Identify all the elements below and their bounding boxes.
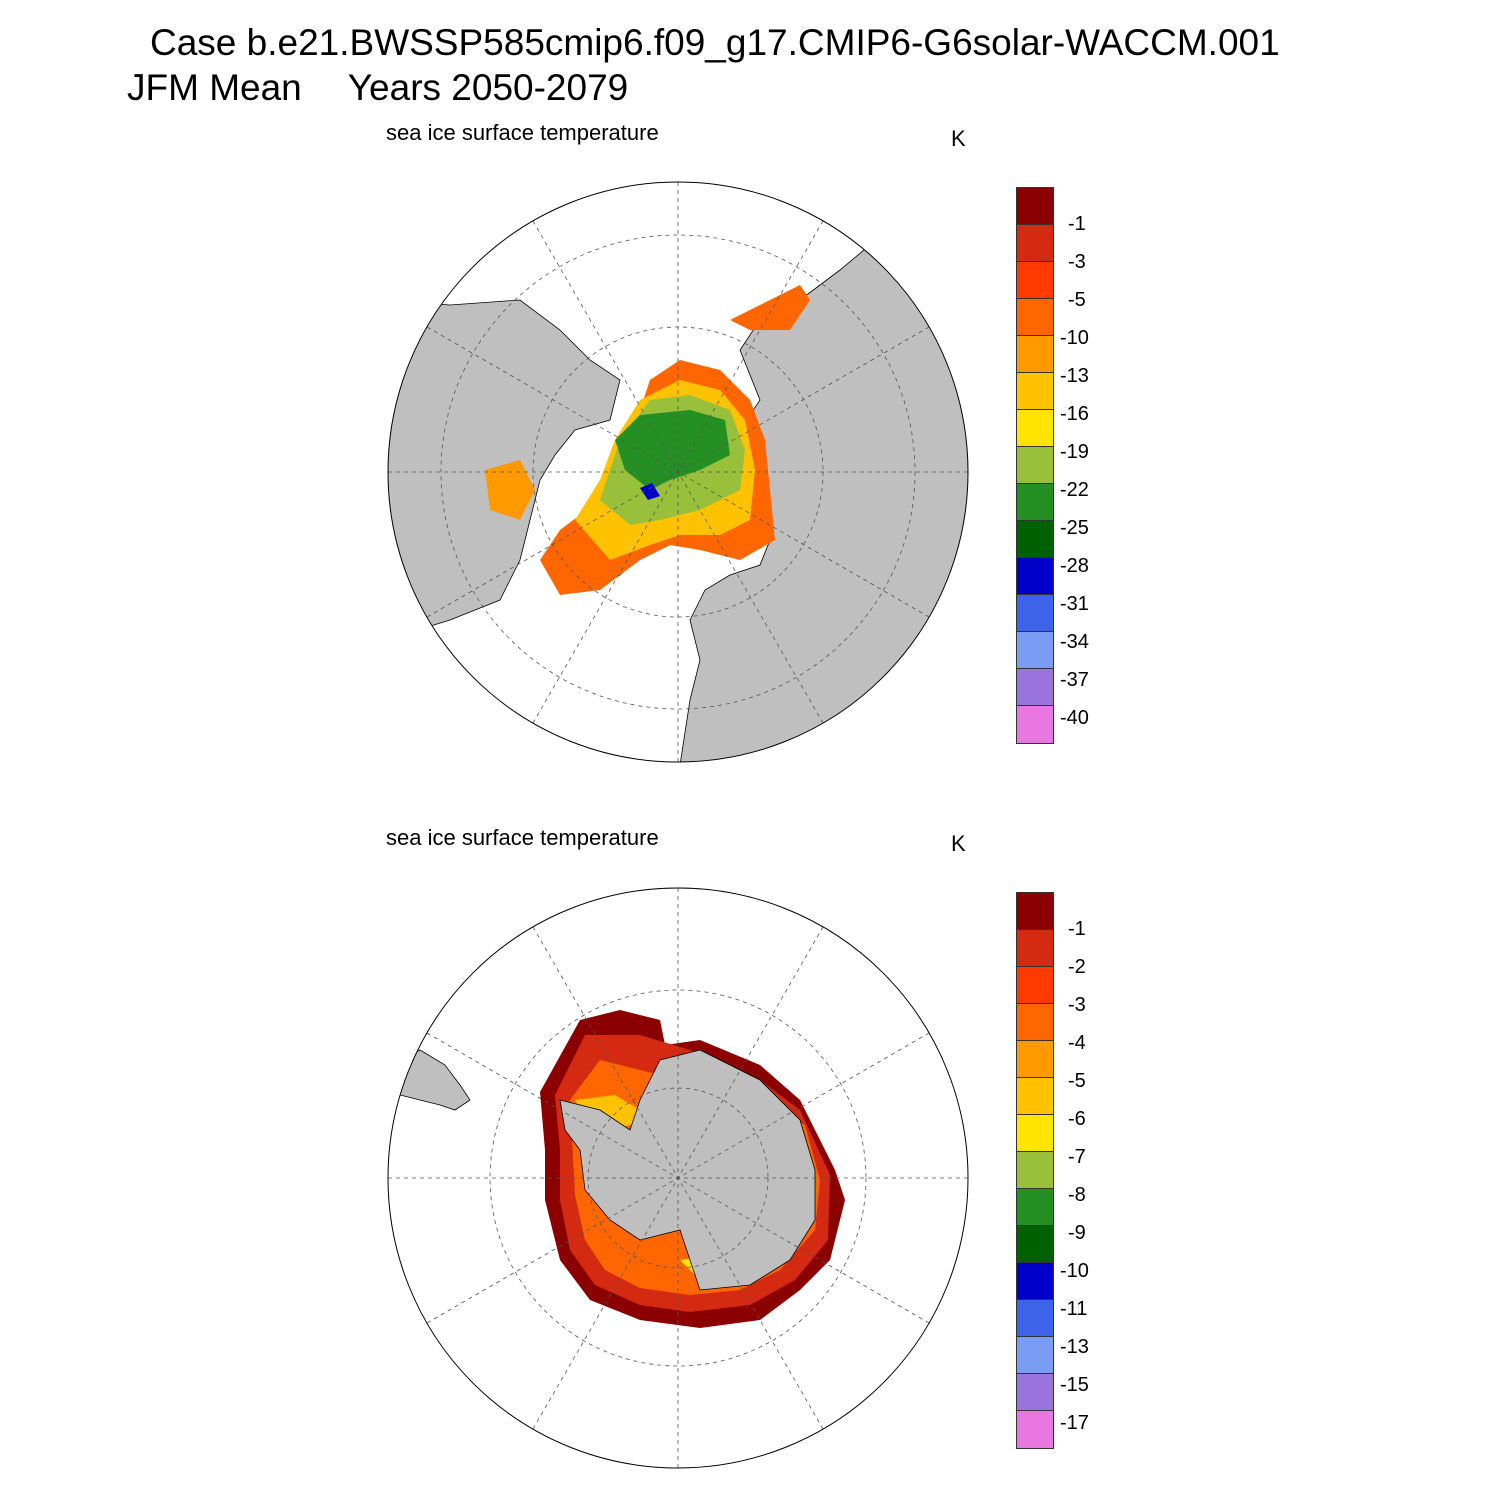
south-colorbar-swatch: [1017, 1041, 1053, 1078]
north-colorbar-swatch: [1017, 336, 1053, 373]
south-colorbar-swatch: [1017, 1189, 1053, 1226]
north-colorbar-swatch: [1017, 632, 1053, 669]
south-colorbar-swatch: [1017, 893, 1053, 930]
south-colorbar-label: -8: [1068, 1184, 1086, 1206]
south-colorbar: [1016, 892, 1054, 1449]
north-colorbar-swatch: [1017, 410, 1053, 447]
north-colorbar-swatch: [1017, 262, 1053, 299]
period-label: JFM Mean: [127, 67, 302, 108]
north-colorbar-swatch: [1017, 484, 1053, 521]
south-colorbar-swatch: [1017, 1152, 1053, 1189]
south-colorbar-swatch: [1017, 1300, 1053, 1337]
north-colorbar-label: -22: [1060, 479, 1089, 501]
case-title: Case b.e21.BWSSP585cmip6.f09_g17.CMIP6-G…: [150, 22, 1280, 63]
north-colorbar-label: -10: [1060, 327, 1089, 349]
south-colorbar-swatch: [1017, 1263, 1053, 1300]
south-panel-title: sea ice surface temperature: [386, 825, 659, 850]
south-colorbar-label: -6: [1068, 1108, 1086, 1130]
south-colorbar-label: -4: [1068, 1032, 1086, 1054]
north-colorbar-swatch: [1017, 558, 1053, 595]
south-colorbar-label: -7: [1068, 1146, 1086, 1168]
south-colorbar-swatch: [1017, 1078, 1053, 1115]
south-colorbar-swatch: [1017, 930, 1053, 967]
north-colorbar-swatch: [1017, 669, 1053, 706]
south-colorbar-swatch: [1017, 1411, 1053, 1448]
north-colorbar-label: -34: [1060, 631, 1089, 653]
north-panel-title: sea ice surface temperature: [386, 120, 659, 145]
south-colorbar-label: -11: [1060, 1298, 1088, 1320]
years-label: Years 2050-2079: [347, 67, 629, 108]
north-colorbar-label: -40: [1060, 707, 1089, 729]
north-colorbar-label: -3: [1068, 251, 1086, 273]
south-colorbar-label: -2: [1068, 956, 1086, 978]
south-land-antarctica: [559, 1049, 816, 1291]
south-colorbar-swatch: [1017, 1115, 1053, 1152]
south-colorbar-label: -1: [1068, 918, 1086, 940]
north-colorbar: [1016, 187, 1054, 744]
south-colorbar-label: -15: [1060, 1374, 1089, 1396]
north-colorbar-label: -37: [1060, 669, 1089, 691]
north-units-label: K: [951, 126, 966, 151]
north-colorbar-label: -25: [1060, 517, 1089, 539]
north-colorbar-swatch: [1017, 188, 1053, 225]
north-colorbar-label: -13: [1060, 365, 1089, 387]
north-colorbar-swatch: [1017, 595, 1053, 632]
south-units-label: K: [951, 831, 966, 856]
north-colorbar-swatch: [1017, 299, 1053, 336]
south-polar-map: [387, 887, 969, 1469]
north-ice-okhotsk: [730, 285, 810, 330]
south-colorbar-swatch: [1017, 1337, 1053, 1374]
north-colorbar-swatch: [1017, 225, 1053, 262]
north-ice-blue: [640, 483, 660, 500]
south-colorbar-label: -9: [1068, 1222, 1086, 1244]
north-polar-map: [387, 181, 969, 763]
north-colorbar-swatch: [1017, 521, 1053, 558]
south-colorbar-label: -10: [1060, 1260, 1089, 1282]
north-colorbar-swatch: [1017, 373, 1053, 410]
south-colorbar-label: -13: [1060, 1336, 1089, 1358]
south-colorbar-label: -3: [1068, 994, 1086, 1016]
north-colorbar-swatch: [1017, 447, 1053, 484]
north-colorbar-label: -31: [1060, 593, 1089, 615]
north-colorbar-swatch: [1017, 706, 1053, 743]
north-ice-hudson: [485, 460, 535, 520]
south-colorbar-swatch: [1017, 967, 1053, 1004]
south-colorbar-swatch: [1017, 1226, 1053, 1263]
south-land-south-america: [399, 1049, 471, 1111]
north-colorbar-label: -19: [1060, 441, 1089, 463]
north-colorbar-label: -1: [1068, 213, 1086, 235]
south-colorbar-label: -5: [1068, 1070, 1086, 1092]
south-colorbar-label: -17: [1060, 1412, 1089, 1434]
south-colorbar-swatch: [1017, 1004, 1053, 1041]
south-colorbar-swatch: [1017, 1374, 1053, 1411]
period-title: JFM Mean Years 2050-2079: [127, 67, 628, 109]
north-colorbar-label: -28: [1060, 555, 1089, 577]
north-colorbar-label: -5: [1068, 289, 1086, 311]
north-colorbar-label: -16: [1060, 403, 1089, 425]
north-ice-darkgreen: [615, 410, 730, 490]
